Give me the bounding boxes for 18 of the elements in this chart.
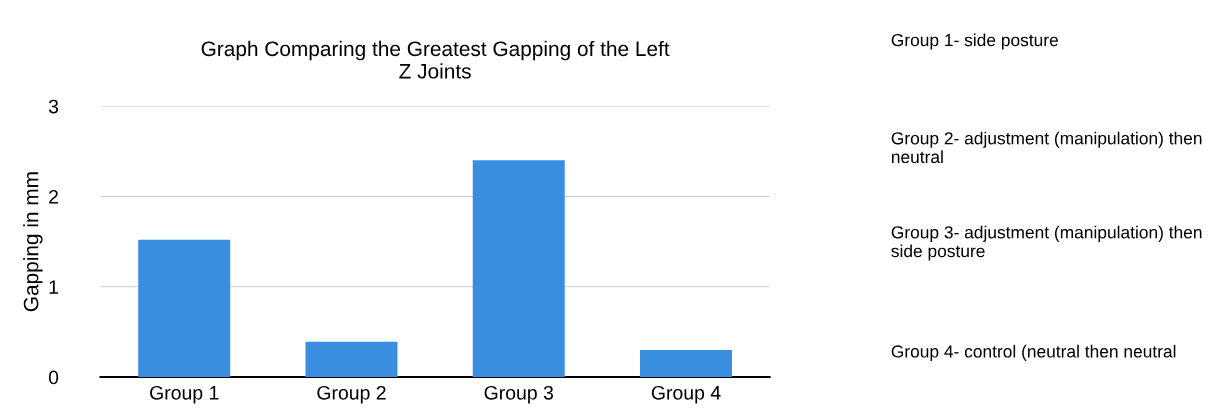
x-tick-label: Group 1: [150, 385, 219, 404]
y-tick-label: 1: [49, 280, 58, 294]
bar: [472, 160, 565, 378]
text: Group 2- adjustment (manipulation) then neutral: [891, 131, 1202, 164]
chart-title: Graph Comparing the Greatest Gapping of the Left Z Joints: [201, 40, 670, 79]
x-tick-label: Group 3: [484, 385, 554, 404]
x-tick-label: Group 2: [317, 385, 386, 404]
y-tick-label: 2: [49, 189, 58, 204]
bar: [640, 349, 732, 378]
x-tick-label: Group 4: [651, 385, 721, 404]
y-tick-label: 3: [48, 99, 59, 114]
text: Group 1- side posture: [891, 33, 1058, 50]
y-axis-title: Gapping in mm: [23, 172, 43, 312]
text: Group 3- adjustment (manipulation) then side posture: [891, 225, 1202, 261]
bar: [305, 341, 398, 378]
bar: [138, 239, 231, 378]
text: Group 4- control (neutral then neutral: [891, 344, 1176, 362]
y-tick-label: 0: [48, 370, 59, 385]
